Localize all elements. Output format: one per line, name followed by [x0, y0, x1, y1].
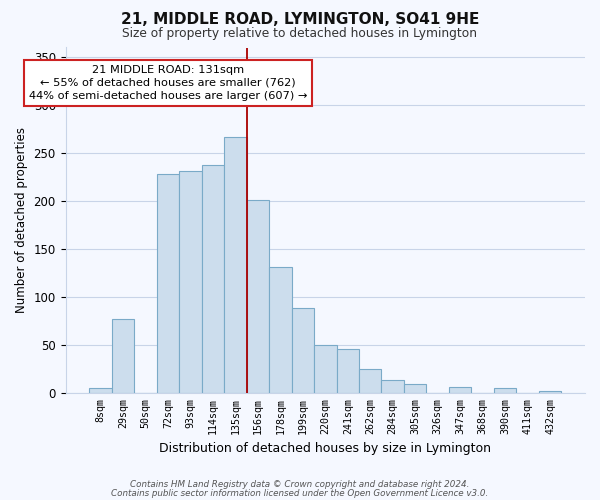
Bar	[404, 384, 427, 393]
Bar	[449, 387, 472, 393]
Text: 21, MIDDLE ROAD, LYMINGTON, SO41 9HE: 21, MIDDLE ROAD, LYMINGTON, SO41 9HE	[121, 12, 479, 28]
Bar	[89, 388, 112, 393]
Text: Size of property relative to detached houses in Lymington: Size of property relative to detached ho…	[122, 28, 478, 40]
Text: Contains public sector information licensed under the Open Government Licence v3: Contains public sector information licen…	[112, 488, 488, 498]
Y-axis label: Number of detached properties: Number of detached properties	[15, 127, 28, 313]
Bar	[337, 348, 359, 393]
Bar	[382, 380, 404, 393]
Bar	[112, 319, 134, 393]
Text: 21 MIDDLE ROAD: 131sqm
← 55% of detached houses are smaller (762)
44% of semi-de: 21 MIDDLE ROAD: 131sqm ← 55% of detached…	[29, 65, 307, 101]
X-axis label: Distribution of detached houses by size in Lymington: Distribution of detached houses by size …	[159, 442, 491, 455]
Bar	[157, 174, 179, 393]
Bar	[247, 200, 269, 393]
Bar	[359, 369, 382, 393]
Bar	[314, 345, 337, 393]
Bar	[539, 391, 562, 393]
Bar	[224, 136, 247, 393]
Bar	[179, 171, 202, 393]
Bar	[269, 267, 292, 393]
Bar	[494, 388, 517, 393]
Text: Contains HM Land Registry data © Crown copyright and database right 2024.: Contains HM Land Registry data © Crown c…	[130, 480, 470, 489]
Bar	[202, 166, 224, 393]
Bar	[292, 308, 314, 393]
